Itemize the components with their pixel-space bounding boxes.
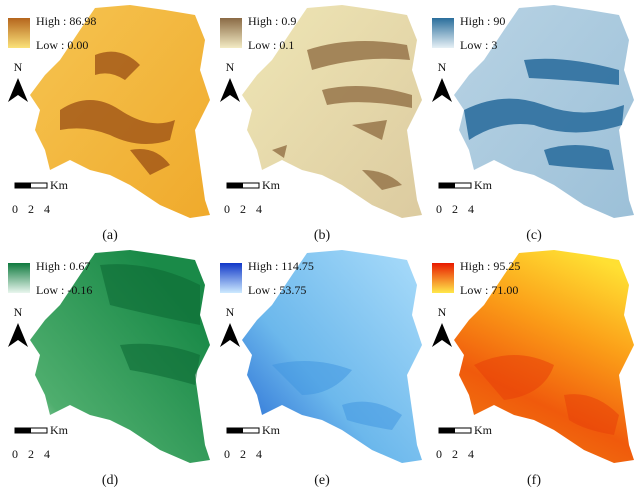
legend-ramp <box>8 18 30 48</box>
legend-ramp <box>220 18 242 48</box>
north-arrow <box>432 323 452 347</box>
north-arrow <box>220 323 240 347</box>
scale-unit: Km <box>262 178 281 192</box>
scale-tick: 2 <box>452 202 458 216</box>
north-label: N <box>14 305 23 319</box>
legend-ramp <box>220 263 242 293</box>
panel-label: (e) <box>314 473 330 488</box>
scale-unit: Km <box>50 423 69 437</box>
scale-tick: 2 <box>28 202 34 216</box>
panel-label: (d) <box>102 473 119 488</box>
scale-unit: Km <box>474 423 493 437</box>
north-label: N <box>226 305 235 319</box>
scale-tick: 0 <box>12 202 18 216</box>
legend-high: High : 0.9 <box>248 14 296 28</box>
scale-bar-black <box>227 183 243 188</box>
legend-low: Low : 3 <box>460 38 497 52</box>
legend-high: High : 86.98 <box>36 14 96 28</box>
scale-bar-black <box>439 183 455 188</box>
north-label: N <box>14 60 23 74</box>
scale-unit: Km <box>50 178 69 192</box>
scale-tick: 4 <box>468 447 474 461</box>
scale-tick: 2 <box>240 202 246 216</box>
scale-tick: 0 <box>436 202 442 216</box>
scale-bar-black <box>15 428 31 433</box>
scale-tick: 0 <box>224 202 230 216</box>
north-label: N <box>438 305 447 319</box>
scale-tick: 4 <box>256 202 262 216</box>
legend-high: High : 0.67 <box>36 259 90 273</box>
legend-high: High : 114.75 <box>248 259 314 273</box>
scale-tick: 4 <box>256 447 262 461</box>
legend-high: High : 95.25 <box>460 259 520 273</box>
legend-ramp <box>432 18 454 48</box>
north-arrow <box>8 78 28 102</box>
scale-tick: 2 <box>28 447 34 461</box>
scale-tick: 2 <box>452 447 458 461</box>
scale-tick: 4 <box>44 202 50 216</box>
scale-tick: 4 <box>468 202 474 216</box>
panel-label: (a) <box>102 228 118 243</box>
scale-tick: 4 <box>44 447 50 461</box>
figure: High : 86.98Low : 0.00NKm024(a)High : 0.… <box>0 0 637 490</box>
north-arrow <box>220 78 240 102</box>
scale-bar-black <box>439 428 455 433</box>
scale-bar-black <box>227 428 243 433</box>
scale-tick: 0 <box>436 447 442 461</box>
panel-label: (c) <box>526 228 542 243</box>
legend-high: High : 90 <box>460 14 505 28</box>
legend-low: Low : 0.1 <box>248 38 294 52</box>
scale-tick: 0 <box>224 447 230 461</box>
north-label: N <box>438 60 447 74</box>
legend-low: Low : 0.00 <box>36 38 88 52</box>
scale-bar-black <box>15 183 31 188</box>
north-arrow <box>8 323 28 347</box>
legend-ramp <box>8 263 30 293</box>
scale-unit: Km <box>262 423 281 437</box>
legend-low: Low : -0.16 <box>36 283 92 297</box>
north-label: N <box>226 60 235 74</box>
scale-tick: 2 <box>240 447 246 461</box>
north-arrow <box>432 78 452 102</box>
scale-tick: 0 <box>12 447 18 461</box>
panel-label: (f) <box>527 473 541 488</box>
legend-low: Low : 53.75 <box>248 283 306 297</box>
legend-ramp <box>432 263 454 293</box>
panel-label: (b) <box>314 228 331 243</box>
scale-unit: Km <box>474 178 493 192</box>
legend-low: Low : 71.00 <box>460 283 518 297</box>
